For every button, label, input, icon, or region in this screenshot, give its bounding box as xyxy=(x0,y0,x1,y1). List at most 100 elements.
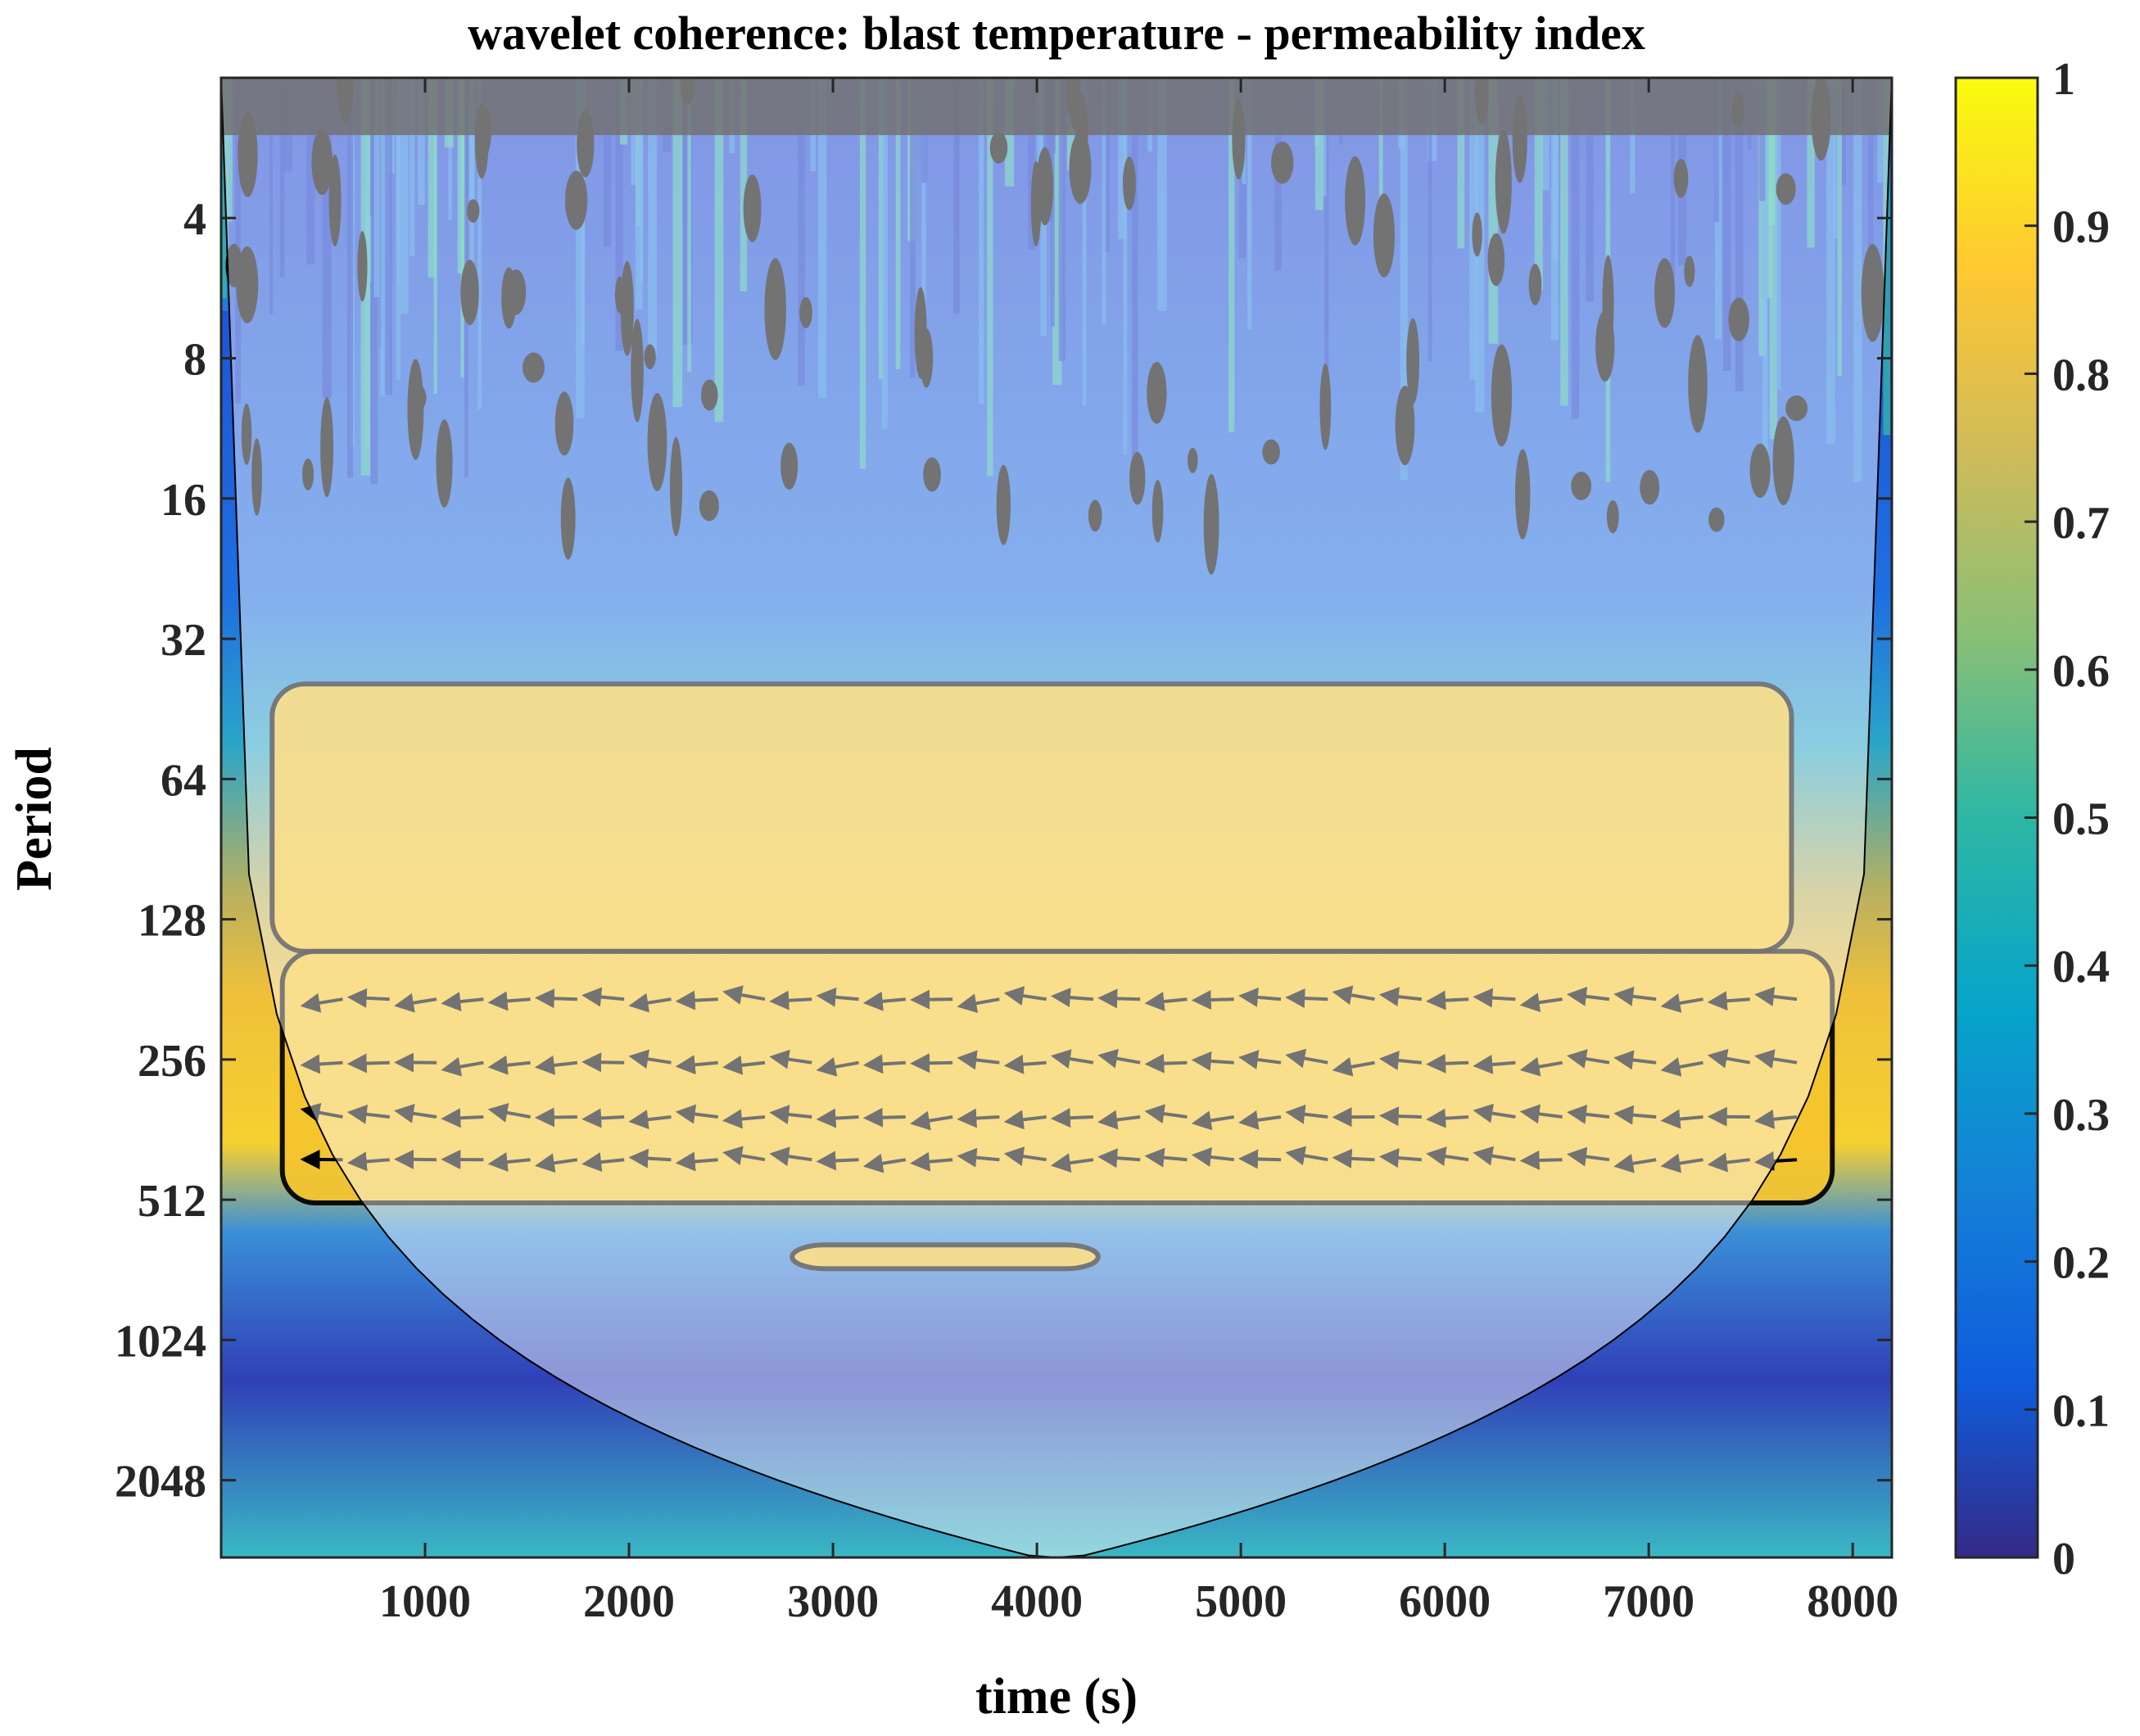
phase-arrow xyxy=(1473,1103,1516,1123)
coherence-stripe xyxy=(987,78,993,477)
phase-arrow xyxy=(1707,991,1750,1011)
coherence-stripe xyxy=(305,78,315,264)
phase-arrow xyxy=(675,1104,718,1124)
significance-contour-blob xyxy=(460,260,479,326)
coherence-stripe xyxy=(1670,78,1675,286)
coherence-stripe xyxy=(428,78,437,278)
coherence-stripe xyxy=(1118,78,1126,240)
coherence-stripe xyxy=(1324,78,1329,443)
phase-arrow xyxy=(1754,1049,1798,1069)
phase-arrow xyxy=(1144,992,1188,1011)
x-tick-label: 8000 xyxy=(1807,1576,1898,1627)
y-tick-label: 128 xyxy=(138,896,206,947)
colorbar-tick-label: 0.9 xyxy=(2052,202,2110,253)
coherence-stripe xyxy=(1769,78,1777,440)
phase-arrow xyxy=(534,1153,578,1173)
phase-arrow xyxy=(862,1054,906,1074)
phase-arrow xyxy=(1238,1050,1282,1069)
coherence-stripe xyxy=(1807,78,1815,248)
coherence-stripe xyxy=(1837,78,1842,377)
coherence-stripe xyxy=(1052,78,1062,386)
coherence-stripe xyxy=(1028,78,1035,250)
significance-contour-blob xyxy=(1345,156,1366,246)
coherence-stripe xyxy=(1131,78,1138,484)
phase-arrow xyxy=(300,992,343,1013)
coherence-stripe xyxy=(603,78,612,247)
coherence-stripe xyxy=(1102,78,1106,325)
significance-contour-blob xyxy=(328,154,342,247)
phase-arrow xyxy=(1707,1152,1751,1173)
phase-arrow xyxy=(1003,1054,1047,1074)
coherence-stripe xyxy=(1867,78,1874,297)
colorbar-tick-label: 0 xyxy=(2052,1534,2075,1585)
coherence-stripe xyxy=(1571,78,1580,419)
phase-arrow xyxy=(534,988,577,1009)
x-axis: 1000 2000 3000 4000 5000 6000 7000 8000 xyxy=(379,78,1898,1627)
phase-arrow xyxy=(1519,992,1563,1013)
y-tick-label: 32 xyxy=(161,615,206,666)
coherence-stripe xyxy=(400,78,409,314)
phase-arrow xyxy=(1050,1153,1094,1173)
colorbar-tick-label: 0.8 xyxy=(2052,350,2110,400)
coherence-stripe xyxy=(1759,78,1766,201)
coherence-stripe xyxy=(955,78,960,234)
significance-contour-blob xyxy=(1785,395,1808,422)
coherence-stripe xyxy=(1534,78,1543,292)
coherence-stripe xyxy=(269,78,274,314)
coherence-stripe xyxy=(1082,78,1087,406)
phase-arrow xyxy=(487,1152,531,1173)
coherence-stripe xyxy=(1427,78,1432,362)
y-tick-label: 8 xyxy=(183,335,206,386)
coherence-stripe xyxy=(740,78,748,292)
coherence-stripe xyxy=(615,78,623,351)
colorbar-tick-label: 1 xyxy=(2052,54,2075,105)
coherence-stripe xyxy=(409,78,415,256)
phase-arrow xyxy=(910,989,953,1010)
significance-contour-blob xyxy=(302,459,314,491)
coherence-stripe xyxy=(687,78,692,372)
phase-arrow xyxy=(675,990,718,1010)
significance-contour-blob xyxy=(1319,364,1332,450)
x-axis-label: time (s) xyxy=(975,1669,1138,1725)
coherence-stripe xyxy=(635,78,643,310)
coherence-stripe xyxy=(817,78,827,398)
coherence-stripe xyxy=(1051,78,1055,327)
colorbar-gradient xyxy=(1954,76,2039,1559)
coherence-stripe xyxy=(1722,78,1731,372)
significance-contour-blob xyxy=(1406,318,1420,405)
colorbar-ticks: 0 0.1 0.2 0.3 0.4 0.5 0.6 0.7 0.8 0.9 1 xyxy=(2025,54,2110,1585)
phase-arrow xyxy=(1567,1049,1610,1069)
significance-contour-blob xyxy=(241,403,252,465)
significance-contour-blob xyxy=(1491,344,1513,447)
phase-arrow xyxy=(1285,988,1328,1009)
y-tick-label: 16 xyxy=(161,475,206,526)
phase-arrow xyxy=(581,1152,625,1173)
phase-arrow xyxy=(441,992,484,1012)
coherence-stripe xyxy=(477,78,482,409)
coherence-stripe xyxy=(1853,78,1862,482)
phase-arrow xyxy=(487,1055,531,1075)
significance-contour-blob xyxy=(1487,233,1505,287)
phase-arrow xyxy=(1238,1149,1282,1169)
coherence-stripe xyxy=(798,78,805,386)
coherence-stripe xyxy=(460,78,464,378)
phase-arrow xyxy=(1191,989,1234,1010)
phase-arrow xyxy=(1285,1104,1328,1124)
coherence-stripe xyxy=(279,78,285,278)
phase-arrow xyxy=(1050,1049,1094,1069)
phase-arrow xyxy=(1097,988,1141,1009)
significance-contour-blob xyxy=(1271,141,1294,184)
significance-contour-blob xyxy=(1595,310,1615,382)
phase-arrow xyxy=(1426,1108,1469,1128)
cone-of-influence xyxy=(221,78,1892,1557)
phase-arrow xyxy=(1285,1146,1328,1166)
phase-arrow xyxy=(534,1055,578,1075)
phase-arrow xyxy=(1426,1146,1469,1166)
phase-arrow xyxy=(1566,1104,1610,1124)
coherence-stripe xyxy=(1378,78,1383,213)
phase-arrow xyxy=(957,993,1000,1014)
significance-contour-blob xyxy=(560,477,576,560)
phase-arrow xyxy=(581,1052,625,1073)
significance-contour-blob xyxy=(920,328,934,388)
phase-arrow xyxy=(957,1147,1000,1168)
